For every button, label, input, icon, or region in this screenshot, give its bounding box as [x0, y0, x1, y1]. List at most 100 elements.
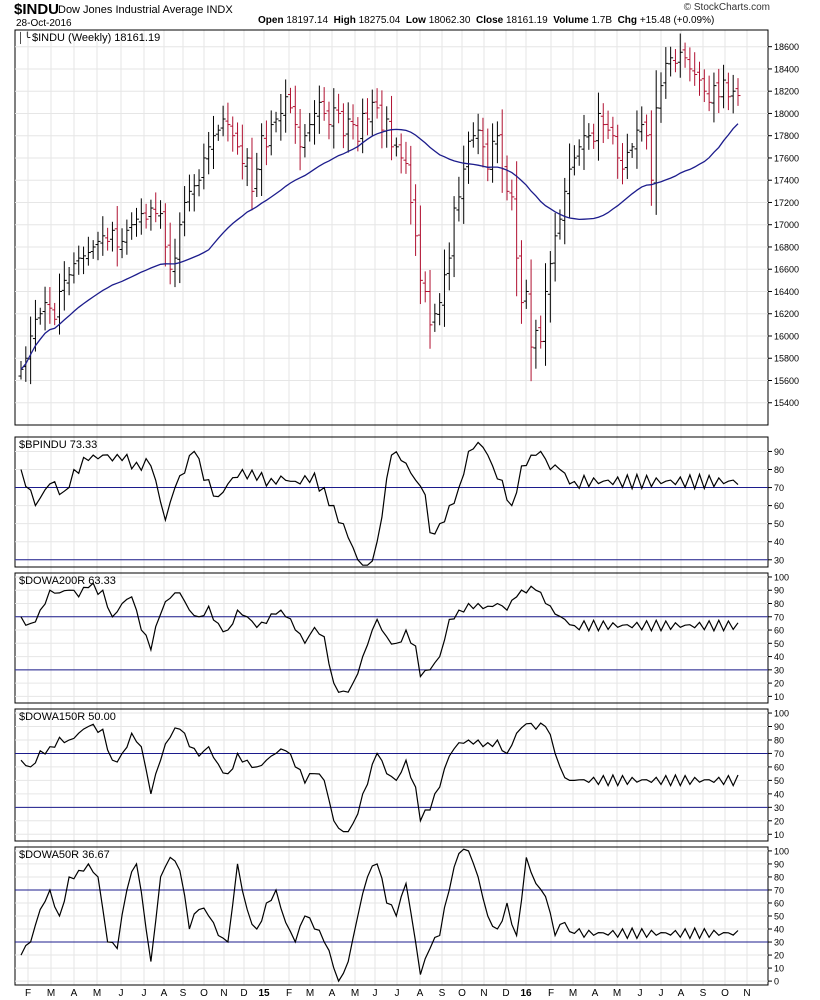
indicator-line: [20, 582, 739, 693]
ohlc-bar: [576, 139, 582, 166]
x-tick-label: S: [700, 988, 707, 999]
ohlc-readout: Open 18197.14 High 18275.04 Low 18062.30…: [258, 15, 714, 26]
ohlc-bar: [350, 104, 356, 140]
ohlc-bar: [697, 61, 703, 96]
y-tick-label: 60: [774, 898, 784, 908]
ohlc-bar: [567, 143, 573, 218]
ohlc-bar: [18, 360, 24, 380]
ohlc-bar: [408, 145, 414, 225]
ohlc-bar: [562, 177, 568, 245]
ohlc-bar: [259, 123, 265, 196]
x-tick-label: A: [329, 988, 336, 999]
ohlc-bar: [615, 124, 621, 179]
y-tick-label: 80: [774, 735, 784, 745]
ohlc-bar: [523, 279, 529, 309]
ohlc-bar: [85, 236, 91, 266]
ohlc-bar: [485, 128, 491, 182]
ohlc-bar: [432, 303, 438, 332]
x-tick-label: M: [613, 988, 621, 999]
ohlc-bar: [287, 87, 293, 114]
ohlc-bar: [230, 116, 236, 152]
x-tick-label: F: [25, 988, 31, 999]
ohlc-bar: [552, 212, 558, 282]
ohlc-bar: [682, 42, 688, 68]
ohlc-bar: [162, 203, 168, 267]
y-tick-label: 20: [774, 951, 784, 961]
x-tick-label: O: [458, 988, 466, 999]
ohlc-bar: [663, 47, 669, 99]
ohlc-bar: [384, 106, 390, 148]
ohlc-bar: [61, 261, 67, 311]
chart-date: 28-Oct-2016: [16, 18, 72, 29]
x-tick-label: M: [47, 988, 55, 999]
ohlc-bar: [119, 228, 125, 259]
ohlc-bar: [571, 145, 577, 176]
ohlc-bar: [514, 161, 520, 297]
ohlc-bar: [716, 68, 722, 114]
ohlc-bar: [129, 212, 135, 240]
y-tick-label: 16400: [774, 287, 799, 297]
ohlc-bar: [32, 299, 38, 352]
ohlc-bar: [312, 100, 318, 145]
ohlc-bar: [629, 143, 635, 158]
ohlc-bar: [379, 90, 385, 149]
ohlc-bar: [533, 319, 539, 369]
ohlc-bar: [235, 122, 241, 155]
y-tick-label: 100: [774, 709, 789, 719]
y-tick-label: 10: [774, 830, 784, 840]
ohlc-bar: [254, 152, 260, 198]
open-value: 18197.14: [286, 15, 329, 26]
ohlc-bar: [730, 74, 736, 114]
panel-label: $DOWA150R 50.00: [19, 711, 116, 723]
ohlc-bar: [321, 87, 327, 121]
y-tick-label: 16800: [774, 242, 799, 252]
x-tick-label: A: [71, 988, 78, 999]
ohlc-bar: [581, 114, 587, 170]
x-tick-label: M: [306, 988, 314, 999]
ohlc-bar: [307, 112, 313, 142]
y-tick-label: 80: [774, 465, 784, 475]
ohlc-bar: [644, 114, 650, 150]
ohlc-bar: [451, 196, 457, 278]
panel-frame: [14, 708, 769, 842]
ohlc-bar: [37, 307, 43, 325]
ohlc-bar: [480, 117, 486, 168]
x-tick-label: J: [659, 988, 664, 999]
ohlc-bar: [345, 102, 351, 153]
ohlc-bar: [95, 231, 101, 261]
ohlc-bar: [389, 95, 395, 161]
ohlc-bar: [706, 75, 712, 112]
ohlc-bar: [100, 216, 106, 256]
ohlc-bar: [620, 143, 626, 185]
indicator-line: [20, 722, 739, 833]
ohlc-bar: [456, 176, 462, 222]
ohlc-bar: [47, 287, 53, 324]
x-tick-label: S: [439, 988, 446, 999]
y-tick-label: 30: [774, 938, 784, 948]
ohlc-bar: [461, 145, 467, 224]
stockcharts-brand: © StockCharts.com: [683, 2, 770, 13]
y-tick-label: 40: [774, 652, 784, 662]
ohlc-bar: [494, 121, 500, 164]
y-tick-label: 17600: [774, 153, 799, 163]
ohlc-bar: [360, 98, 366, 154]
ohlc-bar: [244, 148, 250, 187]
ohlc-bar: [66, 266, 72, 296]
y-tick-label: 0: [774, 977, 779, 987]
ohlc-bar: [528, 259, 534, 382]
x-tick-label: A: [417, 988, 424, 999]
y-tick-label: 40: [774, 789, 784, 799]
ohlc-bar: [547, 251, 553, 323]
y-tick-label: 15400: [774, 398, 799, 408]
ohlc-bar: [605, 110, 611, 140]
moving-average-line: [20, 123, 739, 370]
ohlc-bar: [610, 116, 616, 145]
high-label: High: [333, 15, 356, 26]
y-tick-label: 50: [774, 639, 784, 649]
ohlc-bar: [215, 124, 221, 141]
ohlc-bar: [672, 49, 678, 73]
x-tick-label: J: [395, 988, 400, 999]
y-tick-label: 100: [774, 846, 789, 856]
ohlc-bar: [721, 64, 727, 109]
ohlc-bar: [268, 110, 274, 156]
